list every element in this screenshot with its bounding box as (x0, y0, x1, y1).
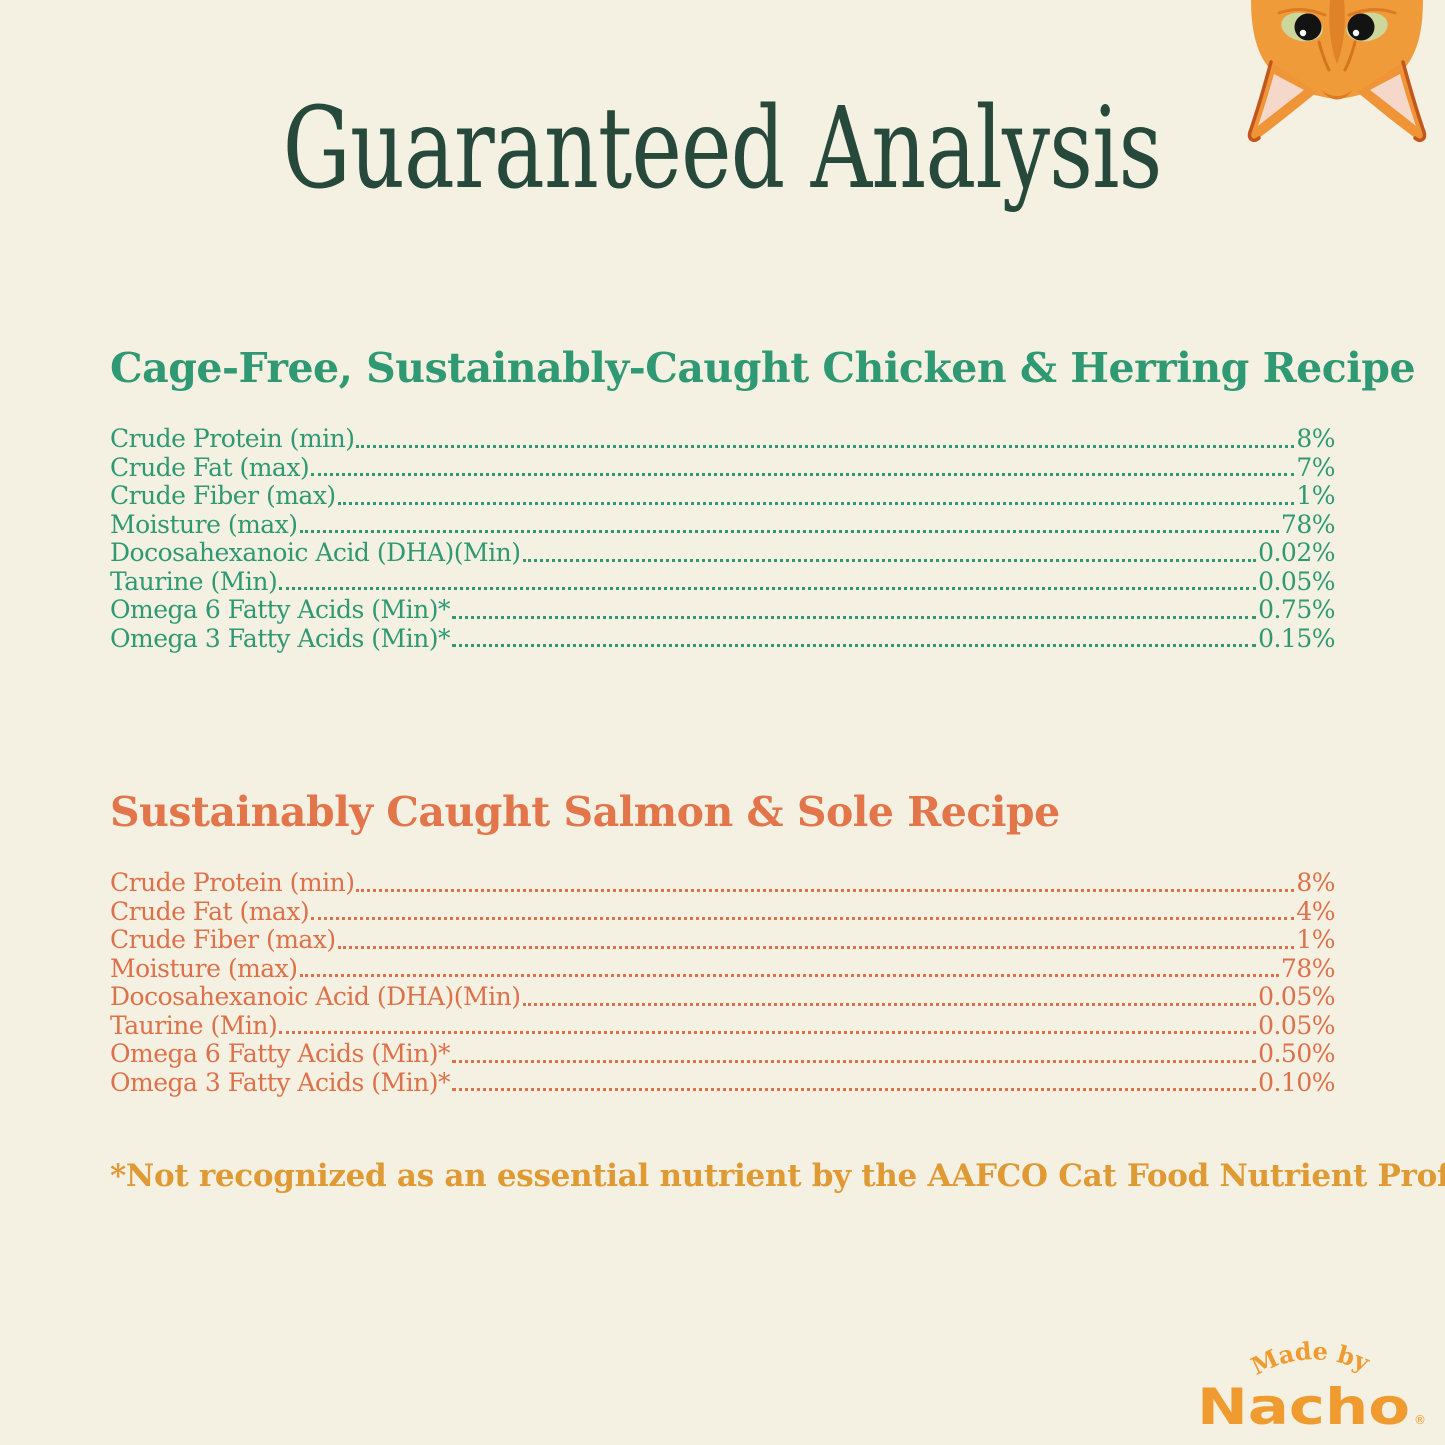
recipe-heading-salmon-sole: Sustainably Caught Salmon & Sole Recipe (110, 788, 1060, 836)
nutrient-label: Omega 6 Fatty Acids (Min)* (110, 595, 450, 625)
page-title: Guaranteed Analysis (283, 84, 1163, 214)
nutrient-value: 0.05% (1258, 1010, 1335, 1040)
logo-made-by-text: Made by (1246, 1336, 1374, 1381)
nutrient-table-salmon-sole: Crude Protein (min) 8% Crude Fat (max) 4% … (110, 868, 1336, 1097)
nutrient-label: Moisture (max) (110, 953, 298, 983)
nutrient-label: Crude Fiber (max) (110, 925, 336, 955)
nutrient-label: Taurine (Min) (110, 566, 278, 596)
aafco-footnote: *Not recognized as an essential nutrient… (110, 1158, 1445, 1194)
nutrient-value: 8% (1296, 424, 1335, 454)
dot-leader (451, 615, 1257, 619)
nutrient-row: Docosahexanoic Acid (DHA)(Min) 0.05% (110, 982, 1335, 1011)
svg-text:Made by: Made by (1246, 1336, 1374, 1381)
nutrient-label: Crude Protein (min) (110, 424, 355, 454)
nutrient-value: 4% (1296, 896, 1335, 926)
cat-peeking-icon (1247, 0, 1427, 142)
nutrient-label: Crude Protein (min) (110, 868, 355, 898)
nutrient-value: 0.15% (1258, 623, 1335, 653)
dot-leader (451, 644, 1257, 647)
nutrient-value: 7% (1296, 452, 1335, 482)
nutrient-row: Taurine (Min) 0.05% (110, 1011, 1335, 1040)
dot-leader (311, 917, 1295, 920)
nutrient-label: Docosahexanoic Acid (DHA)(Min) (110, 538, 521, 568)
dot-leader (522, 1002, 1257, 1006)
nutrient-value: 0.10% (1258, 1067, 1335, 1097)
page-title-wrap: Guaranteed Analysis (0, 84, 1445, 214)
dot-leader (356, 888, 1295, 892)
nutrient-value: 78% (1280, 509, 1336, 539)
dot-leader (299, 530, 1279, 533)
dot-leader (337, 945, 1295, 949)
recipe-heading-chicken-herring: Cage-Free, Sustainably-Caught Chicken & … (110, 344, 1416, 392)
nutrient-label: Omega 6 Fatty Acids (Min)* (110, 1039, 450, 1069)
nutrient-label: Docosahexanoic Acid (DHA)(Min) (110, 982, 521, 1012)
dot-leader (451, 1059, 1257, 1063)
made-by-nacho-logo: Made by Nacho ® (1197, 1336, 1426, 1436)
dot-leader (279, 1031, 1257, 1034)
registered-trademark-icon: ® (1414, 1413, 1426, 1427)
nutrient-label: Moisture (max) (110, 509, 298, 539)
nutrient-value: 0.02% (1258, 538, 1335, 568)
nutrient-row: Crude Fiber (max) 1% (110, 925, 1335, 954)
nutrient-label: Crude Fat (max) (110, 896, 310, 926)
nutrient-label: Crude Fat (max) (110, 452, 310, 482)
nutrient-label: Taurine (Min) (110, 1010, 278, 1040)
dot-leader (356, 444, 1295, 448)
dot-leader (522, 558, 1257, 562)
nutrient-row: Taurine (Min) 0.05% (110, 567, 1335, 596)
nutrient-row: Crude Protein (min) 8% (110, 424, 1335, 453)
nutrient-value: 0.05% (1258, 982, 1335, 1012)
logo-brand-text: Nacho (1197, 1378, 1410, 1436)
nutrient-label: Omega 3 Fatty Acids (Min)* (110, 623, 450, 653)
nutrient-row: Omega 3 Fatty Acids (Min)* 0.10% (110, 1068, 1335, 1097)
nutrient-label: Omega 3 Fatty Acids (Min)* (110, 1067, 450, 1097)
nutrient-row: Crude Protein (min) 8% (110, 868, 1335, 897)
nutrient-value: 8% (1296, 868, 1335, 898)
nutrient-row: Omega 6 Fatty Acids (Min)* 0.50% (110, 1039, 1335, 1068)
nutrient-row: Docosahexanoic Acid (DHA)(Min) 0.02% (110, 538, 1335, 567)
dot-leader (279, 587, 1257, 590)
nutrient-label: Crude Fiber (max) (110, 481, 336, 511)
nutrient-row: Moisture (max) 78% (110, 953, 1336, 983)
dot-leader (299, 974, 1279, 977)
nutrient-row: Crude Fat (max) 4% (110, 897, 1335, 926)
nutrient-row: Moisture (max) 78% (110, 509, 1336, 539)
nutrient-value: 78% (1280, 953, 1336, 983)
dot-leader (451, 1088, 1257, 1091)
nutrient-value: 0.75% (1258, 595, 1335, 625)
nutrient-value: 0.50% (1258, 1039, 1335, 1069)
dot-leader (337, 501, 1295, 505)
nutrient-value: 1% (1296, 925, 1335, 955)
nutrient-row: Omega 6 Fatty Acids (Min)* 0.75% (110, 595, 1335, 624)
nutrient-row: Omega 3 Fatty Acids (Min)* 0.15% (110, 624, 1335, 653)
nutrient-table-chicken-herring: Crude Protein (min) 8% Crude Fat (max) 7% … (110, 424, 1336, 653)
nutrient-row: Crude Fat (max) 7% (110, 453, 1335, 482)
nutrient-value: 1% (1296, 481, 1335, 511)
dot-leader (311, 473, 1295, 476)
nutrient-row: Crude Fiber (max) 1% (110, 481, 1335, 510)
nutrient-value: 0.05% (1258, 566, 1335, 596)
